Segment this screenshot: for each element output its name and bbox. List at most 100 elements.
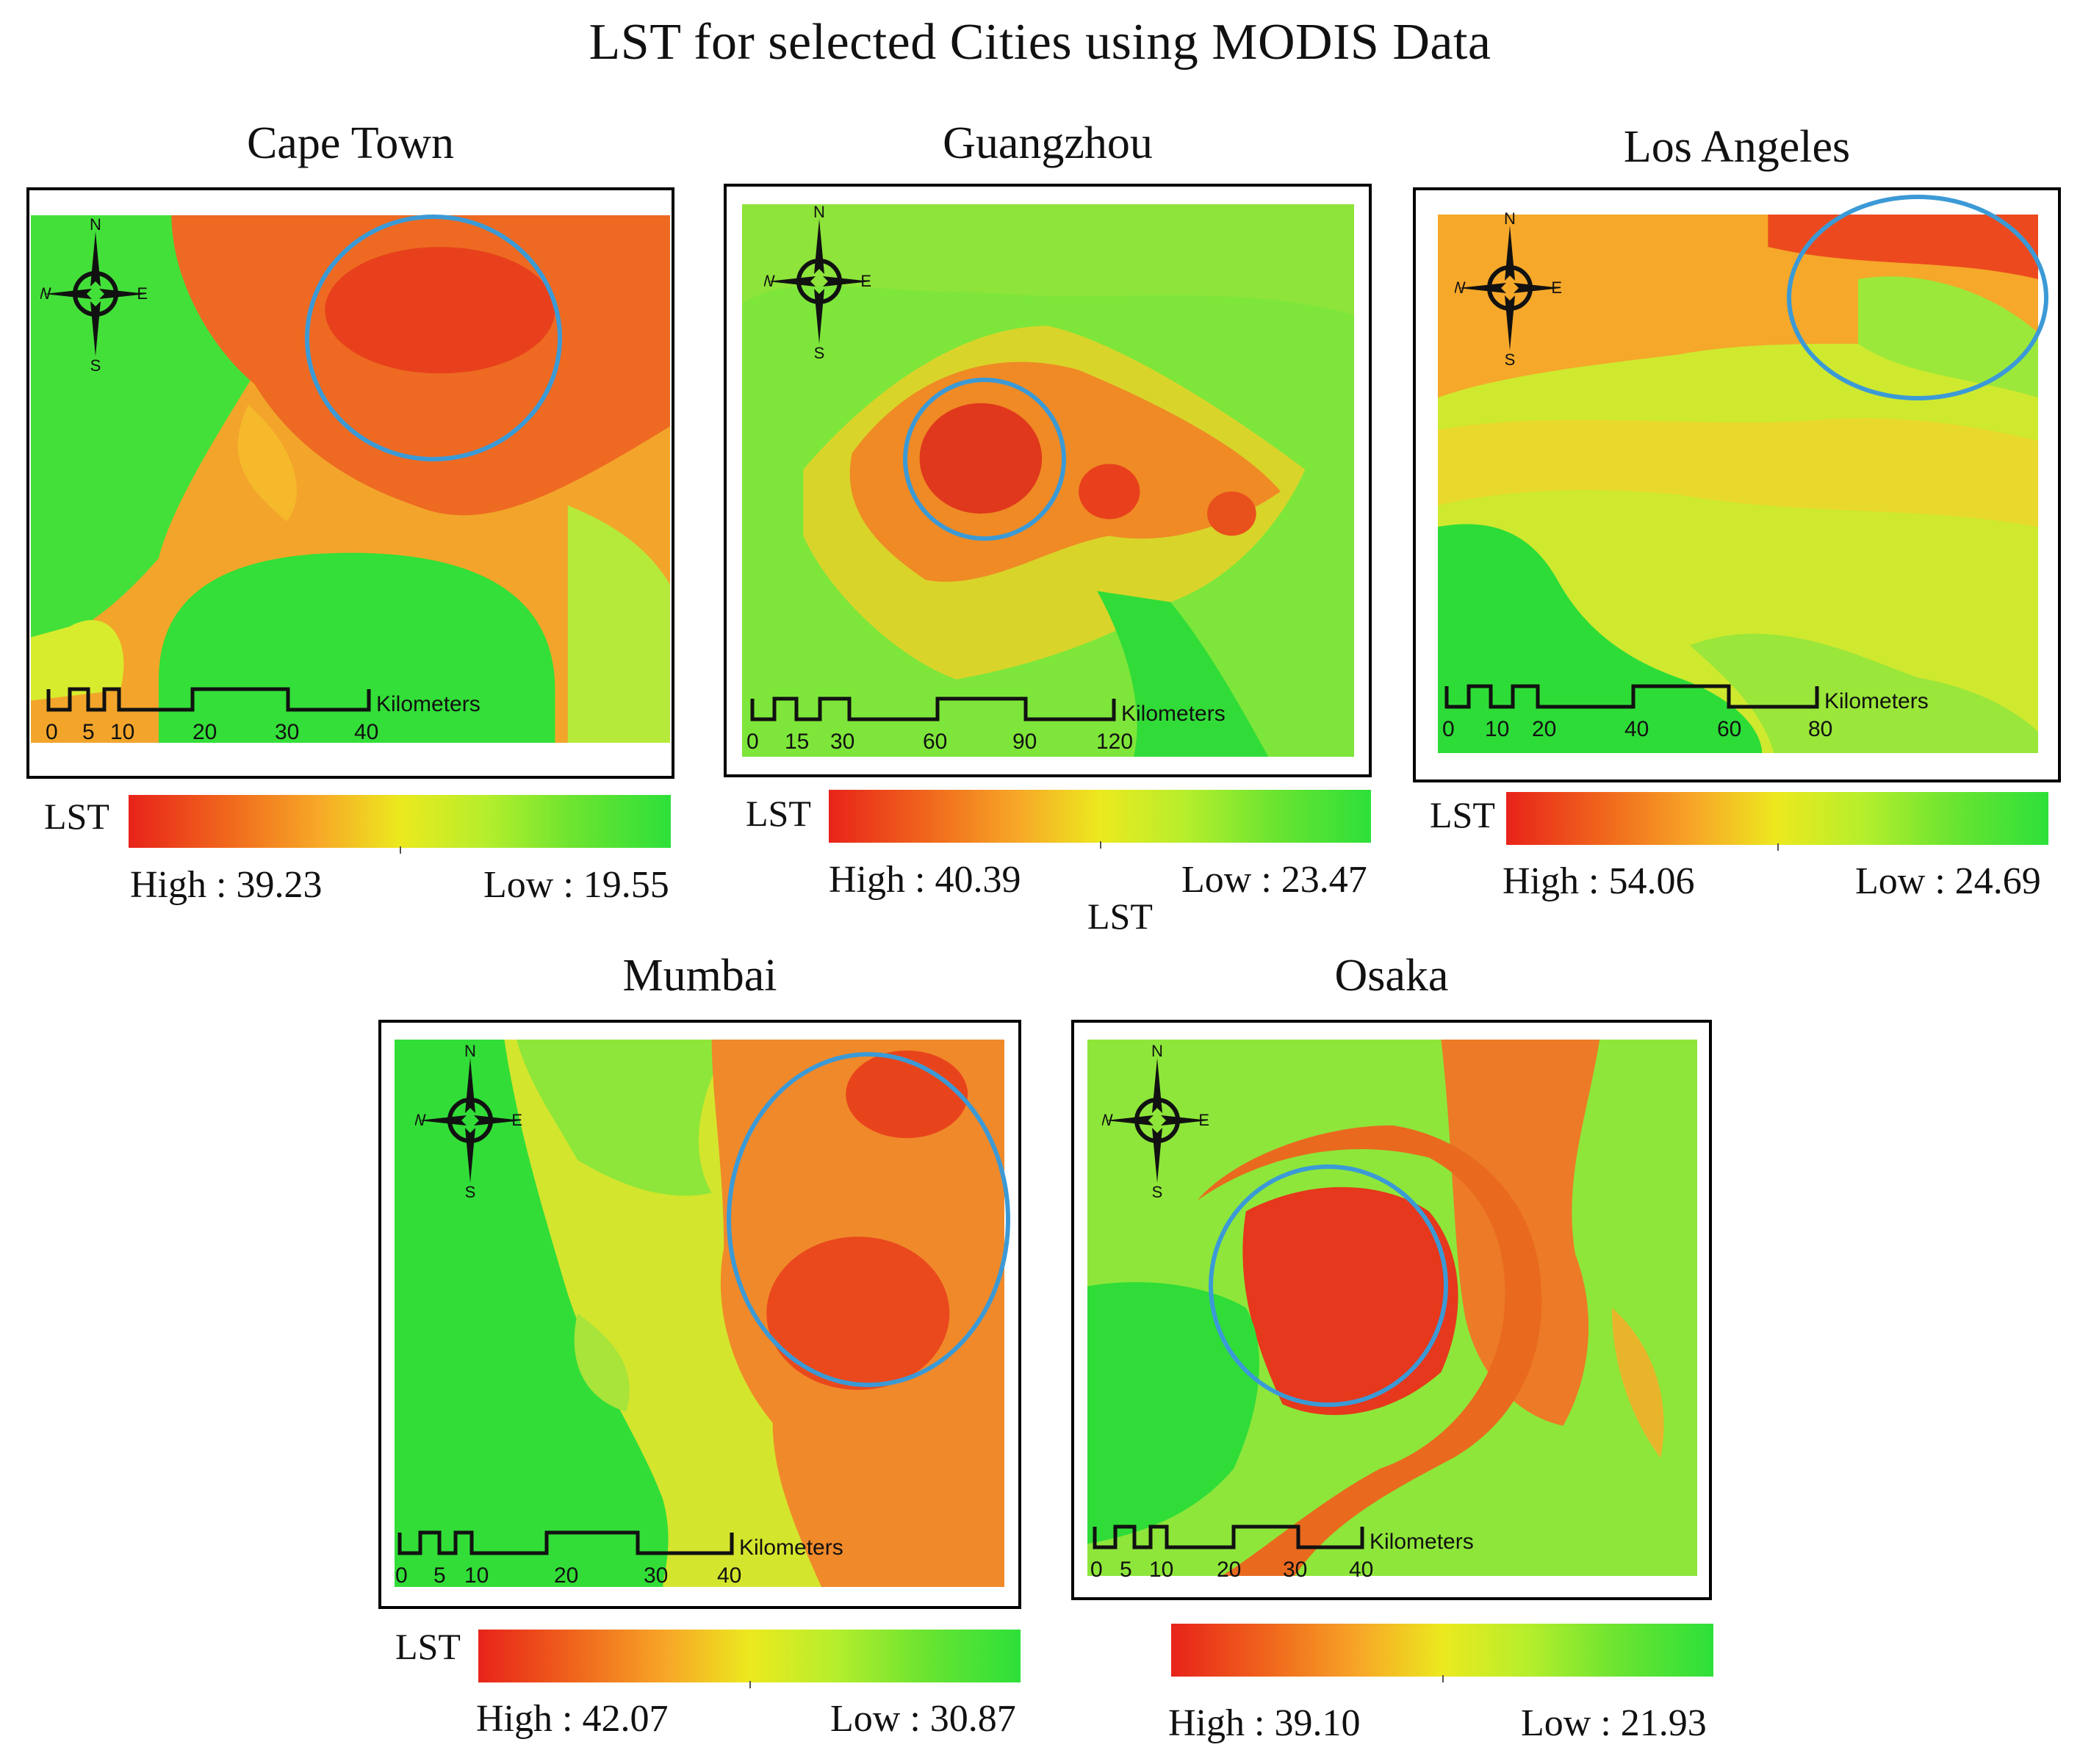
lst-map[interactable] <box>395 1040 1004 1587</box>
highlight-circle <box>305 215 562 461</box>
color-ramp <box>829 790 1371 849</box>
scale-bar: 0 5 10 20 30 40 Kilometers <box>46 687 481 744</box>
scale-tick: 0 <box>395 1563 408 1587</box>
map-frame <box>724 184 1372 777</box>
scale-tick: 40 <box>1624 717 1649 741</box>
legend-tick <box>749 1681 751 1688</box>
map-frame <box>26 187 674 779</box>
lst-map[interactable] <box>742 204 1354 757</box>
legend-title: LST <box>44 796 109 837</box>
scale-tick: 0 <box>46 720 58 744</box>
scale-unit: Kilometers <box>739 1536 843 1560</box>
scale-tick: 10 <box>1149 1558 1173 1581</box>
compass-s: S <box>1152 1183 1163 1198</box>
city-title: Guangzhou <box>943 118 1153 168</box>
legend-low-value: Low : 19.55 <box>483 864 669 906</box>
city-title: Osaka <box>1334 951 1449 1001</box>
scale-tick: 30 <box>644 1563 668 1587</box>
highlight-circle <box>903 378 1066 541</box>
legend-title: LST <box>746 793 811 834</box>
north-arrow-icon: N S W E <box>415 1043 522 1198</box>
scale-tick: 60 <box>923 730 947 753</box>
legend-high-value: High : 39.23 <box>130 864 323 906</box>
compass-w: W <box>1102 1111 1113 1129</box>
legend-low-value: Low : 24.69 <box>1855 860 2041 902</box>
scale-tick: 0 <box>1090 1558 1103 1581</box>
city-title: Cape Town <box>246 118 455 168</box>
compass-w: W <box>1455 278 1466 297</box>
scale-tick: 30 <box>830 730 854 753</box>
color-ramp <box>478 1630 1021 1688</box>
scale-bar: 0 5 10 20 30 40 Kilometers <box>395 1530 843 1587</box>
compass-e: E <box>860 272 871 290</box>
scale-bar: 0 5 10 20 30 40 Kilometers <box>1090 1524 1474 1581</box>
compass-n: N <box>813 204 825 221</box>
color-ramp <box>1171 1624 1713 1682</box>
scale-tick: 10 <box>110 720 134 744</box>
scale-unit: Kilometers <box>1121 702 1226 726</box>
legend-title: LST <box>1087 896 1153 937</box>
lst-map[interactable] <box>31 215 670 743</box>
legend-tick <box>1777 843 1779 851</box>
compass-n: N <box>1151 1043 1163 1060</box>
legend-tick <box>400 846 401 854</box>
scale-bar: 0 10 20 40 60 80 Kilometers <box>1442 684 1929 741</box>
scale-tick: 60 <box>1717 717 1741 741</box>
legend-high-value: High : 40.39 <box>829 859 1021 901</box>
legend-high-value: High : 42.07 <box>476 1698 669 1740</box>
scale-tick: 40 <box>354 720 378 744</box>
scale-tick: 0 <box>1442 717 1455 741</box>
legend-tick <box>1442 1675 1444 1682</box>
map-frame <box>378 1020 1021 1609</box>
compass-s: S <box>90 356 101 371</box>
scale-tick: 10 <box>1485 717 1509 741</box>
compass-e: E <box>137 284 148 303</box>
scale-tick: 20 <box>1217 1558 1241 1581</box>
color-ramp <box>129 795 671 854</box>
map-frame <box>1071 1020 1712 1600</box>
scale-tick: 30 <box>1283 1558 1307 1581</box>
scale-tick: 120 <box>1096 730 1133 753</box>
highlight-circle <box>1209 1164 1448 1407</box>
scale-tick: 20 <box>1532 717 1556 741</box>
compass-w: W <box>764 272 775 290</box>
scale-tick: 5 <box>1120 1558 1132 1581</box>
scale-tick: 15 <box>785 730 809 753</box>
compass-w: W <box>40 284 51 303</box>
lst-map[interactable] <box>1087 1040 1697 1576</box>
scale-unit: Kilometers <box>1824 689 1929 713</box>
compass-s: S <box>1505 350 1516 365</box>
scale-unit: Kilometers <box>1370 1530 1474 1554</box>
scale-bar: 0 15 30 60 90 120 Kilometers <box>746 696 1226 753</box>
map-frame <box>1413 187 2061 782</box>
scale-tick: 40 <box>717 1563 741 1587</box>
compass-s: S <box>465 1183 476 1198</box>
compass-s: S <box>814 344 825 359</box>
legend-tick <box>1100 841 1101 849</box>
scale-tick: 0 <box>746 730 759 753</box>
city-title: Los Angeles <box>1623 122 1851 172</box>
north-arrow-icon: N S W E <box>764 204 871 359</box>
north-arrow-icon: N S W E <box>1102 1043 1209 1198</box>
north-arrow-icon: N S W E <box>1455 211 1562 365</box>
legend-title: LST <box>1430 794 1495 835</box>
scale-unit: Kilometers <box>376 692 481 716</box>
scale-tick: 30 <box>275 720 299 744</box>
scale-tick: 80 <box>1808 717 1832 741</box>
legend-title: LST <box>395 1626 461 1667</box>
compass-n: N <box>464 1043 476 1060</box>
figure-title: LST for selected Cities using MODIS Data <box>589 14 1491 71</box>
scale-tick: 20 <box>554 1563 578 1587</box>
legend-low-value: Low : 21.93 <box>1521 1702 1707 1744</box>
highlight-circle <box>1787 195 2048 400</box>
color-ramp <box>1506 792 2048 851</box>
scale-tick: 20 <box>192 720 217 744</box>
scale-tick: 90 <box>1012 730 1037 753</box>
lst-map[interactable] <box>1438 215 2038 753</box>
